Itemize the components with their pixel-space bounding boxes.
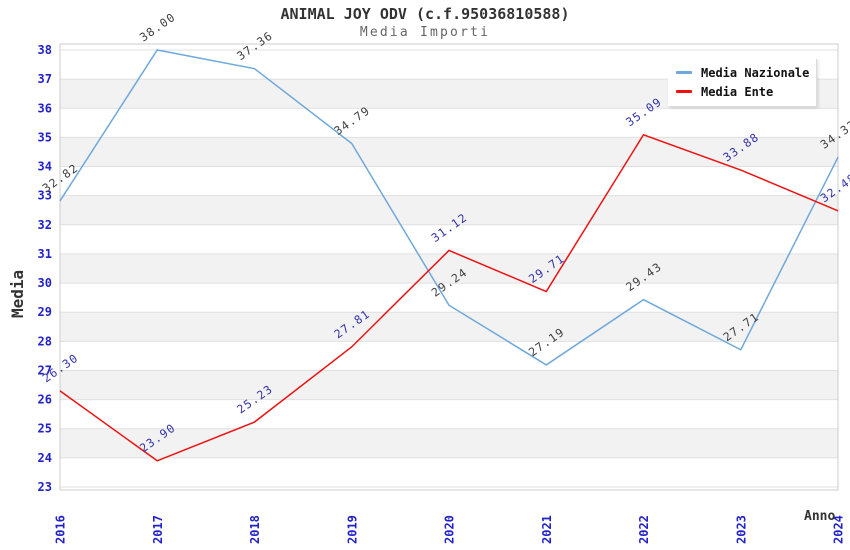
- plot-band: [60, 253, 838, 284]
- legend-label-media-ente: Media Ente: [701, 84, 774, 99]
- y-tick-label: 38: [38, 43, 52, 57]
- point-label: 37.36: [234, 28, 275, 63]
- y-tick-label: 26: [38, 393, 52, 407]
- series-line-media-nazionale: [59, 49, 839, 366]
- y-tick-label: 31: [38, 247, 52, 261]
- x-tick-label: 2016: [54, 515, 68, 544]
- y-tick-label: 33: [38, 189, 52, 203]
- series-line-media-ente: [59, 133, 839, 462]
- plot-border: [59, 43, 839, 491]
- y-tick-label: 35: [38, 130, 52, 144]
- x-tick-label: 2020: [443, 515, 457, 544]
- legend: Media Nazionale Media Ente: [668, 58, 816, 106]
- y-tick-label: 37: [38, 72, 52, 86]
- x-tick-label: 2018: [248, 515, 262, 544]
- y-tick-label: 29: [38, 305, 52, 319]
- y-tick-label: 24: [38, 451, 52, 465]
- y-axis-title: Media: [8, 269, 27, 318]
- x-tick-label: 2022: [637, 515, 651, 544]
- y-tick-label: 28: [38, 334, 52, 348]
- legend-item-media-nazionale: Media Nazionale: [676, 63, 810, 82]
- chart-title: ANIMAL JOY ODV (c.f.95036810588): [280, 5, 570, 23]
- y-tick-label: 25: [38, 422, 52, 436]
- y-tick-label: 36: [38, 101, 52, 115]
- plot-band: [60, 370, 838, 400]
- x-tick-label: 2019: [345, 515, 359, 544]
- y-tick-label: 34: [38, 160, 52, 174]
- media-nazionale-line-swatch: [676, 71, 692, 74]
- x-tick-label: 2023: [734, 515, 748, 544]
- x-axis-title: Anno: [804, 509, 836, 524]
- legend-item-media-ente: Media Ente: [676, 82, 808, 101]
- legend-label-media-nazionale: Media Nazionale: [701, 65, 810, 80]
- y-tick-label: 32: [38, 218, 52, 232]
- x-tick-label: 2021: [540, 515, 554, 544]
- y-tick-label: 30: [38, 276, 52, 290]
- plot-band: [60, 137, 838, 167]
- plot-band: [60, 428, 838, 458]
- chart-subtitle: Media Importi: [359, 25, 491, 40]
- plot-band: [60, 312, 838, 342]
- plot-band: [60, 195, 838, 225]
- point-label: 38.00: [137, 10, 178, 45]
- media-ente-line-swatch: [676, 90, 692, 93]
- y-tick-label: 23: [38, 480, 52, 494]
- x-tick-label: 2017: [151, 515, 165, 544]
- x-tick-label: 2024: [832, 515, 846, 544]
- y-tick-label: 27: [38, 363, 52, 377]
